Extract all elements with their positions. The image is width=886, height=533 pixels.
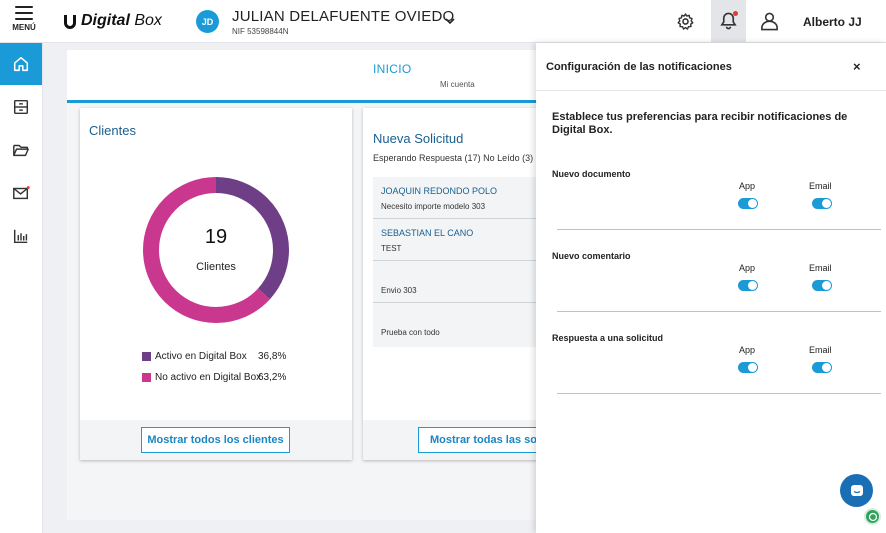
top-bar: MENÚ Digital Box JD JULIAN DELAFUENTE OV…: [0, 0, 886, 43]
list-item[interactable]: SEBASTIAN EL CANO TEST: [373, 219, 543, 261]
solicitud-card-footer: Mostrar todas las solicitudes: [363, 420, 543, 460]
chevron-down-icon[interactable]: [443, 14, 457, 28]
list-item-name: SEBASTIAN EL CANO: [381, 228, 474, 238]
notification-dot: [733, 11, 738, 16]
clientes-total: 19: [204, 226, 228, 248]
grammarly-widget[interactable]: [864, 508, 881, 525]
logo-icon: [64, 15, 76, 29]
row-divider: [557, 393, 881, 394]
toggle-nuevo-documento-email[interactable]: [812, 198, 832, 209]
col-email-label: Email: [809, 181, 832, 191]
client-avatar[interactable]: JD: [196, 10, 219, 33]
solicitud-list: JOAQUIN REDONDO POLO Necesito importe mo…: [373, 177, 543, 347]
close-icon[interactable]: ×: [853, 59, 861, 74]
home-icon: [13, 56, 29, 72]
col-app-label: App: [739, 263, 756, 273]
grammarly-icon: [868, 512, 877, 521]
show-all-requests-button[interactable]: Mostrar todas las solicitudes: [418, 427, 543, 453]
sidebar-item-archive[interactable]: [0, 86, 42, 128]
notif-label-nuevo-documento: Nuevo documento: [552, 169, 631, 179]
panel-intro: Establece tus preferencias para recibir …: [552, 111, 848, 136]
list-item-name: JOAQUIN REDONDO POLO: [381, 186, 498, 196]
legend-label: Activo en Digital Box: [155, 351, 247, 362]
clientes-donut-chart: [143, 177, 289, 323]
client-nif: NIF 53598844N: [232, 27, 289, 36]
person-icon[interactable]: [760, 11, 779, 31]
toggle-nuevo-comentario-app[interactable]: [738, 280, 758, 291]
legend-pct: 63,2%: [258, 372, 287, 383]
row-divider: [557, 229, 881, 230]
legend-pct: 36,8%: [258, 351, 287, 362]
menu-label: MENÚ: [12, 23, 36, 32]
notifications-settings-panel: Configuración de las notificaciones × Es…: [536, 43, 886, 533]
brand-name: Digital Box: [81, 12, 162, 29]
solicitud-filters[interactable]: Esperando Respuesta (17) No Leído (3): [373, 153, 534, 163]
legend-label: No activo en Digital Box: [155, 372, 262, 383]
solicitud-card: Nueva Solicitud Esperando Respuesta (17)…: [363, 108, 543, 460]
tab-inicio[interactable]: INICIO: [373, 62, 412, 76]
hamburger-icon: [15, 6, 33, 20]
list-item[interactable]: JOAQUIN REDONDO POLO Necesito importe mo…: [373, 177, 543, 219]
donut-slice-1: [143, 177, 289, 323]
digital-box-logo[interactable]: Digital Box: [62, 11, 162, 31]
toggle-nuevo-comentario-email[interactable]: [812, 280, 832, 291]
tab-subtitle: Mi cuenta: [440, 80, 475, 89]
legend-swatch: [142, 352, 151, 361]
notif-label-respuesta-solicitud: Respuesta a una solicitud: [552, 333, 664, 343]
folder-open-icon: [13, 144, 29, 157]
list-item-desc: Prueba con todo: [381, 328, 440, 337]
mail-icon: [13, 186, 30, 200]
panel-title: Configuración de las notificaciones: [546, 61, 732, 73]
toggle-respuesta-solicitud-email[interactable]: [812, 362, 832, 373]
list-item-desc: Envio 303: [381, 286, 417, 295]
row-divider: [557, 311, 881, 312]
clientes-card-footer: Mostrar todos los clientes: [80, 420, 352, 460]
list-item[interactable]: Prueba con todo: [373, 303, 543, 345]
clientes-total-label: Clientes: [196, 261, 236, 273]
col-app-label: App: [739, 181, 756, 191]
sidebar-item-mail[interactable]: [0, 172, 42, 214]
gear-icon[interactable]: [676, 12, 695, 31]
clientes-title: Clientes: [89, 123, 136, 138]
toggle-respuesta-solicitud-app[interactable]: [738, 362, 758, 373]
col-email-label: Email: [809, 345, 832, 355]
sidebar: [0, 43, 43, 533]
list-item-desc: TEST: [381, 244, 402, 253]
list-item-desc: Necesito importe modelo 303: [381, 202, 486, 211]
sidebar-item-home[interactable]: [0, 43, 42, 85]
legend-item-activo: Activo en Digital Box 36,8%: [142, 351, 286, 362]
legend-item-no-activo: No activo en Digital Box 63,2%: [142, 372, 286, 383]
sidebar-item-folder[interactable]: [0, 129, 42, 171]
list-item[interactable]: Envio 303: [373, 261, 543, 303]
current-user-name[interactable]: Alberto JJ: [803, 15, 862, 29]
archive-icon: [13, 99, 29, 115]
toggle-nuevo-documento-app[interactable]: [738, 198, 758, 209]
panel-divider: [536, 90, 886, 91]
notif-label-nuevo-comentario: Nuevo comentario: [552, 251, 631, 261]
bar-chart-icon: [13, 229, 28, 244]
notifications-button[interactable]: [711, 0, 746, 43]
tab-underline: [67, 100, 537, 103]
chat-icon: [850, 484, 863, 496]
show-all-clients-button[interactable]: Mostrar todos los clientes: [141, 427, 290, 453]
col-app-label: App: [739, 345, 756, 355]
client-name[interactable]: JULIAN DELAFUENTE OVIEDO: [232, 8, 455, 25]
chat-button[interactable]: [840, 474, 873, 507]
sidebar-item-stats[interactable]: [0, 215, 42, 257]
bell-icon: [720, 12, 737, 30]
col-email-label: Email: [809, 263, 832, 273]
legend-swatch: [142, 373, 151, 382]
clientes-card: Clientes 19 Clientes Activo en Digital B…: [80, 108, 352, 460]
menu-button[interactable]: MENÚ: [8, 4, 40, 38]
solicitud-title: Nueva Solicitud: [373, 131, 464, 146]
